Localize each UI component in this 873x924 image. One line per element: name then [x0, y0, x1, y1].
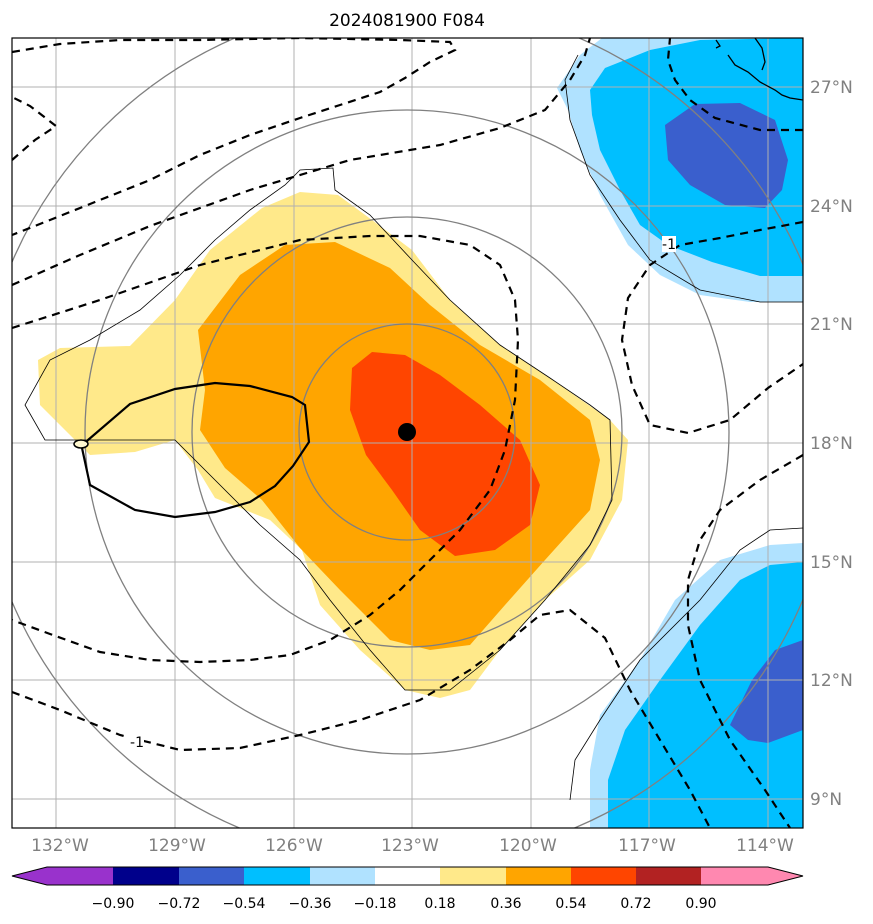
contour-label-bg: [662, 236, 676, 252]
solid-contour: [80, 381, 311, 519]
longitude-labels: 132°W 129°W 126°W 123°W 120°W 117°W 114°…: [31, 836, 794, 856]
lat-label: 21°N: [810, 315, 853, 335]
colorbar-tick-labels: −0.90 −0.72 −0.54 −0.36 −0.18 0.18 0.36 …: [92, 896, 717, 912]
colorbar-segment: [571, 867, 636, 885]
figure-title: 2024081900 F084: [329, 11, 485, 31]
colorbar-tick-label: 0.18: [424, 896, 455, 912]
dashed-contours: [12, 38, 803, 828]
colorbar-segment: [636, 867, 701, 885]
colorbar-segments: [12, 867, 803, 885]
coastline: [715, 38, 803, 101]
lat-label: 9°N: [810, 790, 842, 810]
colorbar-tick-label: −0.90: [92, 896, 135, 912]
positive-anomaly-fill: [38, 192, 628, 698]
contour-label-upper-right: -1: [662, 237, 676, 253]
storm-center-marker: [398, 423, 416, 441]
thin-outline-contours: [24, 54, 803, 801]
contour-label-bg: [128, 734, 144, 750]
negative-anomaly-fill-south: [590, 543, 803, 828]
lon-label: 120°W: [499, 836, 557, 856]
colorbar-tick-label: 0.72: [620, 896, 651, 912]
colorbar-segment: [244, 867, 310, 885]
lat-label: 24°N: [810, 197, 853, 217]
colorbar-segment: [375, 867, 440, 885]
lon-label: 123°W: [381, 836, 439, 856]
colorbar-tick-label: −0.72: [158, 896, 201, 912]
colorbar-segment: [179, 867, 244, 885]
range-rings: [12, 38, 803, 828]
lon-label: 129°W: [148, 836, 206, 856]
colorbar-tick-label: −0.36: [289, 896, 332, 912]
colorbar-tick-label: 0.90: [685, 896, 716, 912]
colorbar-segment: [310, 867, 375, 885]
lon-label: 114°W: [736, 836, 794, 856]
colorbar-extend-high: [768, 867, 803, 885]
lat-label: 12°N: [810, 671, 853, 691]
colorbar-segment: [47, 867, 113, 885]
graticule: [12, 38, 803, 828]
colorbar-segment: [440, 867, 506, 885]
lon-label: 117°W: [618, 836, 676, 856]
latitude-labels: 27°N 24°N 21°N 18°N 15°N 12°N 9°N: [810, 78, 853, 810]
fill-neg-054-s: [730, 640, 803, 743]
lon-label: 126°W: [265, 836, 323, 856]
colorbar-segment: [113, 867, 179, 885]
lat-label: 27°N: [810, 78, 853, 98]
colorbar-outline: [11, 866, 804, 886]
fill-neg-036-s: [608, 562, 803, 828]
colorbar: −0.90 −0.72 −0.54 −0.36 −0.18 0.18 0.36 …: [11, 866, 804, 912]
lat-label: 15°N: [810, 553, 853, 573]
colorbar-tick-label: −0.18: [354, 896, 397, 912]
colorbar-tick-label: 0.54: [555, 896, 586, 912]
contour-label-lower-left: -1: [130, 735, 144, 751]
map-frame: [11, 37, 804, 829]
colorbar-tick-label: 0.36: [490, 896, 521, 912]
lon-label: 132°W: [31, 836, 89, 856]
lat-label: 18°N: [810, 434, 853, 454]
colorbar-segment: [506, 867, 571, 885]
fill-054-072: [350, 352, 540, 556]
map-panel: -1 -1: [12, 38, 803, 828]
small-contour-loop: [73, 439, 89, 449]
colorbar-extend-low: [12, 867, 47, 885]
colorbar-segment: [701, 867, 768, 885]
colorbar-tick-label: −0.54: [223, 896, 266, 912]
